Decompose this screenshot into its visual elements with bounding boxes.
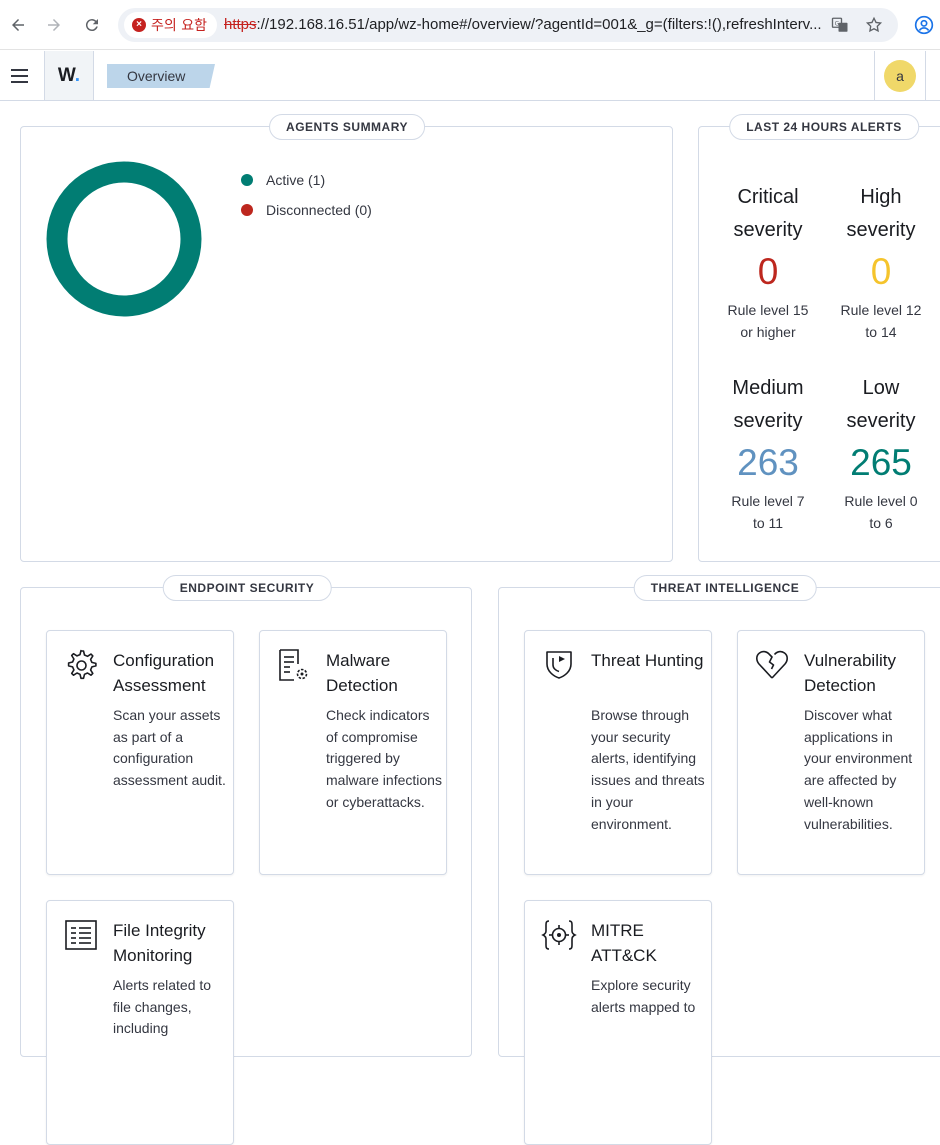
endpoint-security-panel: ENDPOINT SECURITY Configuration Assessme…	[20, 575, 472, 1145]
panel-title: ENDPOINT SECURITY	[162, 575, 332, 601]
address-bar[interactable]: × 주의 요함 https://192.168.16.51/app/wz-hom…	[118, 8, 898, 42]
arrow-right-icon	[48, 19, 60, 31]
crosshair-icon	[541, 920, 577, 950]
severity-desc: to 6	[869, 515, 893, 531]
browser-toolbar: × 주의 요함 https://192.168.16.51/app/wz-hom…	[0, 0, 940, 50]
severity-label: severity	[733, 219, 803, 241]
panel-title: THREAT INTELLIGENCE	[633, 575, 817, 601]
card-description: Browse through your security alerts, ide…	[591, 707, 705, 832]
disconnected-dot	[241, 204, 253, 216]
severity-desc: Rule level 15	[727, 302, 809, 318]
bookmark-star-icon[interactable]	[862, 13, 886, 37]
profile-icon[interactable]	[912, 13, 936, 37]
critical-severity[interactable]: Critical severity 0 Rule level 15 or hig…	[712, 181, 824, 343]
severity-desc: Rule level 0	[844, 493, 918, 509]
card-title: File Integrity Monitoring	[113, 921, 206, 965]
donut-active-segment[interactable]	[46, 161, 202, 317]
severity-label: High	[860, 186, 902, 208]
legend-item-active[interactable]: Active (1)	[241, 165, 372, 195]
threat-hunting-card[interactable]: Threat Hunting Browse through your secur…	[524, 630, 712, 875]
arrow-left-icon	[12, 19, 24, 31]
card-description: Scan your assets as part of a configurat…	[113, 707, 226, 789]
avatar: a	[884, 59, 916, 92]
hamburger-line	[11, 81, 28, 83]
card-title: Threat Hunting	[591, 651, 704, 670]
document-gear-icon	[279, 649, 308, 681]
forward-button[interactable]	[40, 11, 68, 39]
back-button[interactable]	[4, 11, 32, 39]
severity-desc: to 14	[865, 324, 897, 340]
card-description: Explore security alerts mapped to	[591, 977, 696, 1015]
vulnerability-detection-card[interactable]: Vulnerability Detection Discover what ap…	[737, 630, 925, 875]
severity-label: Low	[862, 377, 900, 399]
card-description: Alerts related to file changes, includin…	[113, 977, 212, 1037]
agents-summary-panel: AGENTS SUMMARY Active (1) Disconnected (…	[20, 114, 673, 562]
mitre-attack-card[interactable]: MITRE ATT&CK Explore security alerts map…	[524, 900, 712, 1145]
severity-desc: Rule level 7	[731, 493, 805, 509]
security-label: 주의 요함	[151, 18, 207, 34]
severity-count: 0	[757, 251, 779, 292]
list-document-icon	[65, 920, 97, 950]
reload-icon	[85, 19, 98, 32]
high-severity[interactable]: High severity 0 Rule level 12 to 14	[825, 181, 937, 343]
translate-icon[interactable]: G	[828, 13, 852, 37]
url-text[interactable]: https://192.168.16.51/app/wz-home#/overv…	[224, 16, 822, 33]
breadcrumb-overview[interactable]: Overview	[107, 64, 215, 88]
active-dot	[241, 174, 253, 186]
card-title: Vulnerability Detection	[804, 651, 896, 695]
low-severity[interactable]: Low severity 265 Rule level 0 to 6	[825, 372, 937, 534]
alerts-panel: LAST 24 HOURS ALERTS Critical severity 0…	[698, 114, 940, 562]
card-description: Check indicators of compromise triggered…	[326, 707, 442, 810]
heart-broken-icon	[756, 650, 788, 679]
legend-label: Disconnected (0)	[266, 202, 372, 218]
severity-label: severity	[733, 410, 803, 432]
hamburger-line	[11, 69, 28, 71]
severity-count: 265	[850, 442, 912, 483]
logo-letter: W	[57, 64, 75, 86]
agents-legend: Active (1) Disconnected (0)	[241, 165, 372, 225]
url-scheme: https	[224, 16, 257, 33]
user-menu[interactable]: a	[874, 51, 926, 100]
legend-item-disconnected[interactable]: Disconnected (0)	[241, 195, 372, 225]
shield-icon	[546, 651, 572, 679]
svg-text:G: G	[835, 20, 840, 27]
gear-icon	[67, 649, 97, 680]
url-path: ://192.168.16.51/app/wz-home#/overview/?…	[256, 16, 822, 33]
severity-desc: or higher	[740, 324, 796, 340]
configuration-assessment-card[interactable]: Configuration Assessment Scan your asset…	[46, 630, 234, 875]
legend-label: Active (1)	[266, 172, 326, 188]
wazuh-logo[interactable]: W.	[44, 51, 94, 100]
panel-title: AGENTS SUMMARY	[269, 114, 425, 140]
severity-label: Medium	[732, 377, 804, 399]
severity-count: 0	[870, 251, 892, 292]
severity-count: 263	[737, 442, 799, 483]
file-integrity-monitoring-card[interactable]: File Integrity Monitoring Alerts related…	[46, 900, 234, 1145]
card-title: Configuration Assessment	[113, 651, 215, 695]
severity-desc: Rule level 12	[840, 302, 922, 318]
severity-label: Critical	[737, 186, 799, 208]
logo-dot: .	[74, 64, 81, 86]
severity-label: severity	[846, 410, 916, 432]
medium-severity[interactable]: Medium severity 263 Rule level 7 to 11	[712, 372, 824, 534]
threat-intelligence-panel: THREAT INTELLIGENCE Threat Hunting Brows…	[498, 575, 940, 1145]
severity-desc: to 11	[752, 515, 784, 531]
card-title: Malware Detection	[326, 651, 398, 695]
severity-label: severity	[846, 219, 916, 241]
warning-icon: ×	[132, 18, 146, 32]
malware-detection-card[interactable]: Malware Detection Check indicators of co…	[259, 630, 447, 875]
card-description: Discover what applications in your envir…	[804, 707, 913, 832]
panel-title: LAST 24 HOURS ALERTS	[729, 114, 919, 140]
card-title: MITRE ATT&CK	[591, 921, 657, 965]
hamburger-line	[11, 75, 28, 77]
agents-donut-chart	[46, 161, 202, 317]
app-header: W. Overview a	[0, 51, 940, 101]
reload-button[interactable]	[78, 11, 106, 39]
menu-toggle-button[interactable]	[8, 64, 32, 88]
security-warning-chip[interactable]: × 주의 요함	[124, 12, 217, 38]
